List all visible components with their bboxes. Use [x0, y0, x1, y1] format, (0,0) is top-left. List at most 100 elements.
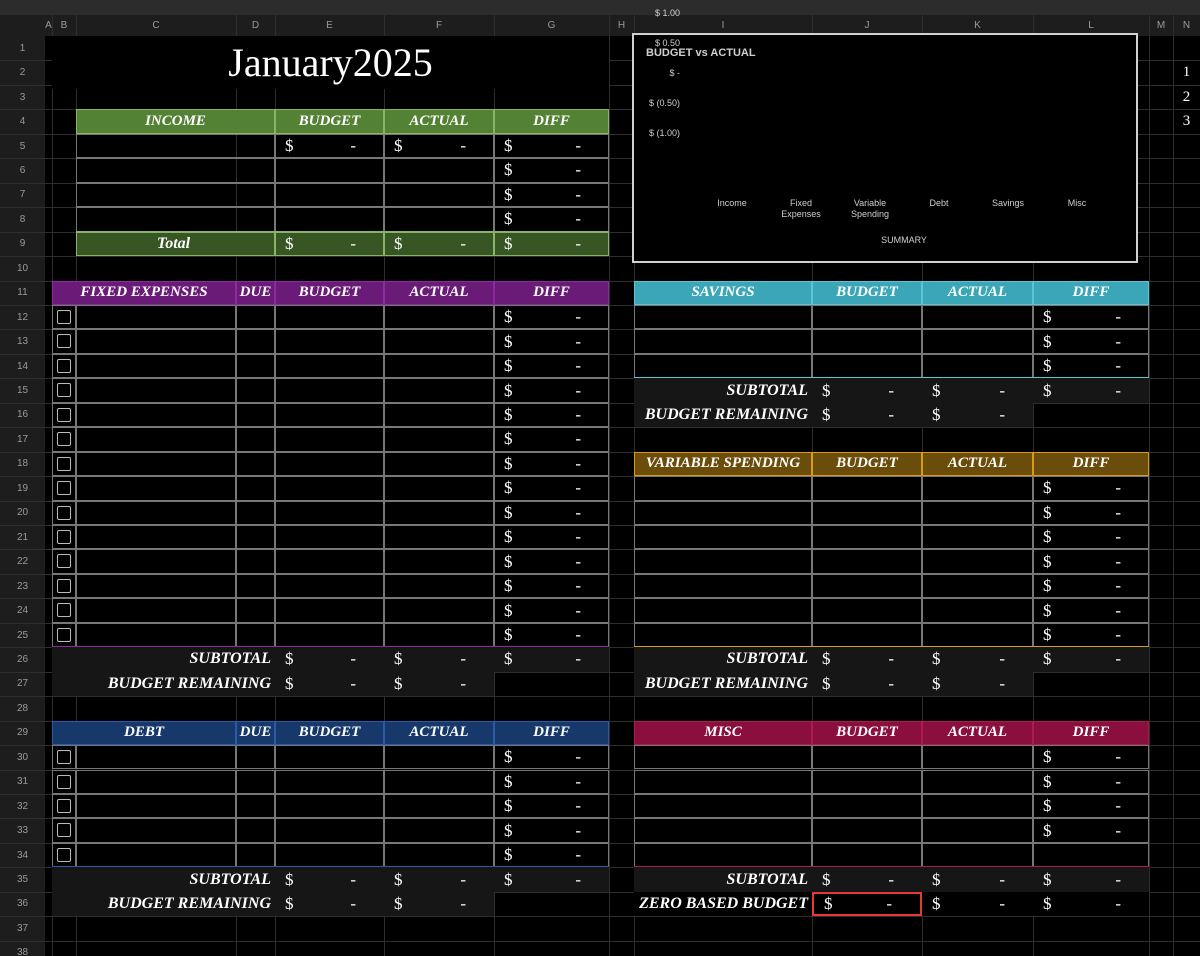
currency-symbol: $	[1043, 551, 1052, 571]
table-cell	[76, 378, 236, 403]
money-cell: $ -	[494, 818, 609, 842]
table-cell	[494, 500, 609, 525]
amount: -	[575, 649, 581, 669]
table-cell	[52, 573, 76, 599]
money-cell: $ -	[1033, 476, 1149, 500]
table-cell	[76, 158, 275, 183]
currency-symbol: $	[504, 625, 513, 645]
table-cell	[812, 818, 922, 843]
table-cell	[494, 525, 609, 550]
row-number: 30	[16, 751, 29, 763]
table-cell	[634, 329, 812, 354]
section-header: BUDGET	[275, 109, 384, 134]
money-cell: $ -	[1033, 818, 1149, 842]
amount: -	[575, 771, 581, 791]
table-cell	[236, 793, 275, 819]
table-cell	[275, 427, 384, 452]
currency-symbol: $	[394, 136, 403, 156]
money-cell: $ -	[494, 843, 609, 867]
table-cell	[52, 427, 76, 452]
row-number: 1	[19, 42, 26, 54]
money-cell: $ -	[494, 623, 609, 647]
footer-label: BUDGET REMAINING	[634, 402, 812, 428]
section-header: DUE	[236, 280, 275, 305]
currency-symbol: $	[1043, 527, 1052, 547]
money-cell: $ -	[384, 232, 494, 256]
table-cell	[922, 549, 1033, 574]
table-cell	[922, 353, 1033, 379]
x-tick-label: Fixed Expenses	[781, 198, 821, 219]
amount: -	[575, 820, 581, 840]
amount: -	[1115, 893, 1121, 913]
x-axis-label: SUMMARY	[881, 235, 927, 245]
currency-symbol: $	[1043, 600, 1052, 620]
table-cell	[52, 304, 76, 330]
checkbox	[57, 309, 71, 324]
money-cell: $ -	[494, 770, 609, 794]
amount: -	[575, 747, 581, 767]
table-cell	[922, 622, 1033, 648]
table-cell	[384, 769, 494, 794]
table-cell	[236, 427, 275, 452]
currency-symbol: $	[1043, 625, 1052, 645]
table-cell	[922, 573, 1033, 599]
footer-cell	[1033, 378, 1149, 403]
table-cell	[634, 500, 812, 525]
checkbox	[57, 798, 71, 813]
section-header: DIFF	[494, 280, 609, 305]
table-cell	[275, 500, 384, 525]
amount: -	[575, 307, 581, 327]
currency-symbol: $	[932, 380, 941, 400]
table-cell	[1033, 573, 1149, 599]
amount: -	[575, 356, 581, 376]
row-number: 13	[16, 336, 29, 348]
row-number: 24	[16, 605, 29, 617]
row-number: 29	[16, 727, 29, 739]
table-cell	[275, 549, 384, 574]
money-cell: $ -	[494, 525, 609, 549]
money-cell: $ -	[922, 892, 1033, 916]
table-cell	[494, 549, 609, 574]
section-header: DIFF	[1033, 451, 1149, 477]
table-cell	[76, 133, 275, 159]
money-cell: $ -	[812, 891, 922, 917]
section-header: DIFF	[494, 720, 609, 746]
chart-title: BUDGET vs ACTUAL	[646, 47, 756, 59]
footer-cell	[494, 647, 609, 672]
amount: -	[1115, 331, 1121, 351]
amount: -	[350, 893, 356, 913]
table-cell	[76, 622, 236, 648]
table-cell	[76, 427, 236, 452]
money-cell: $ -	[494, 305, 609, 329]
table-cell	[494, 158, 609, 183]
row-number: 21	[16, 531, 29, 543]
table-cell	[275, 182, 384, 208]
amount: -	[575, 845, 581, 865]
money-cell: $ -	[275, 134, 384, 158]
table-cell	[634, 793, 812, 819]
table-cell	[76, 842, 236, 868]
amount: -	[1115, 747, 1121, 767]
money-cell: $ -	[922, 647, 1033, 671]
footer-cell	[922, 891, 1033, 917]
currency-symbol: $	[504, 796, 513, 816]
table-cell	[275, 598, 384, 623]
money-cell: $ -	[494, 598, 609, 622]
amount: -	[575, 478, 581, 498]
row-number: 11	[17, 287, 28, 299]
amount: -	[1115, 576, 1121, 596]
table-cell	[275, 378, 384, 403]
footer-cell	[384, 867, 494, 892]
table-cell	[275, 133, 384, 159]
row-number: 32	[16, 800, 29, 812]
footer-cell	[812, 891, 922, 917]
table-cell	[52, 402, 76, 428]
table-cell	[236, 622, 275, 648]
footer-label: SUBTOTAL	[634, 647, 812, 672]
currency-symbol: $	[1043, 331, 1052, 351]
footer-cell	[812, 671, 922, 697]
row-number: 16	[16, 409, 29, 421]
table-cell	[634, 549, 812, 574]
table-cell	[76, 182, 275, 208]
toolbar-strip	[0, 0, 1200, 15]
